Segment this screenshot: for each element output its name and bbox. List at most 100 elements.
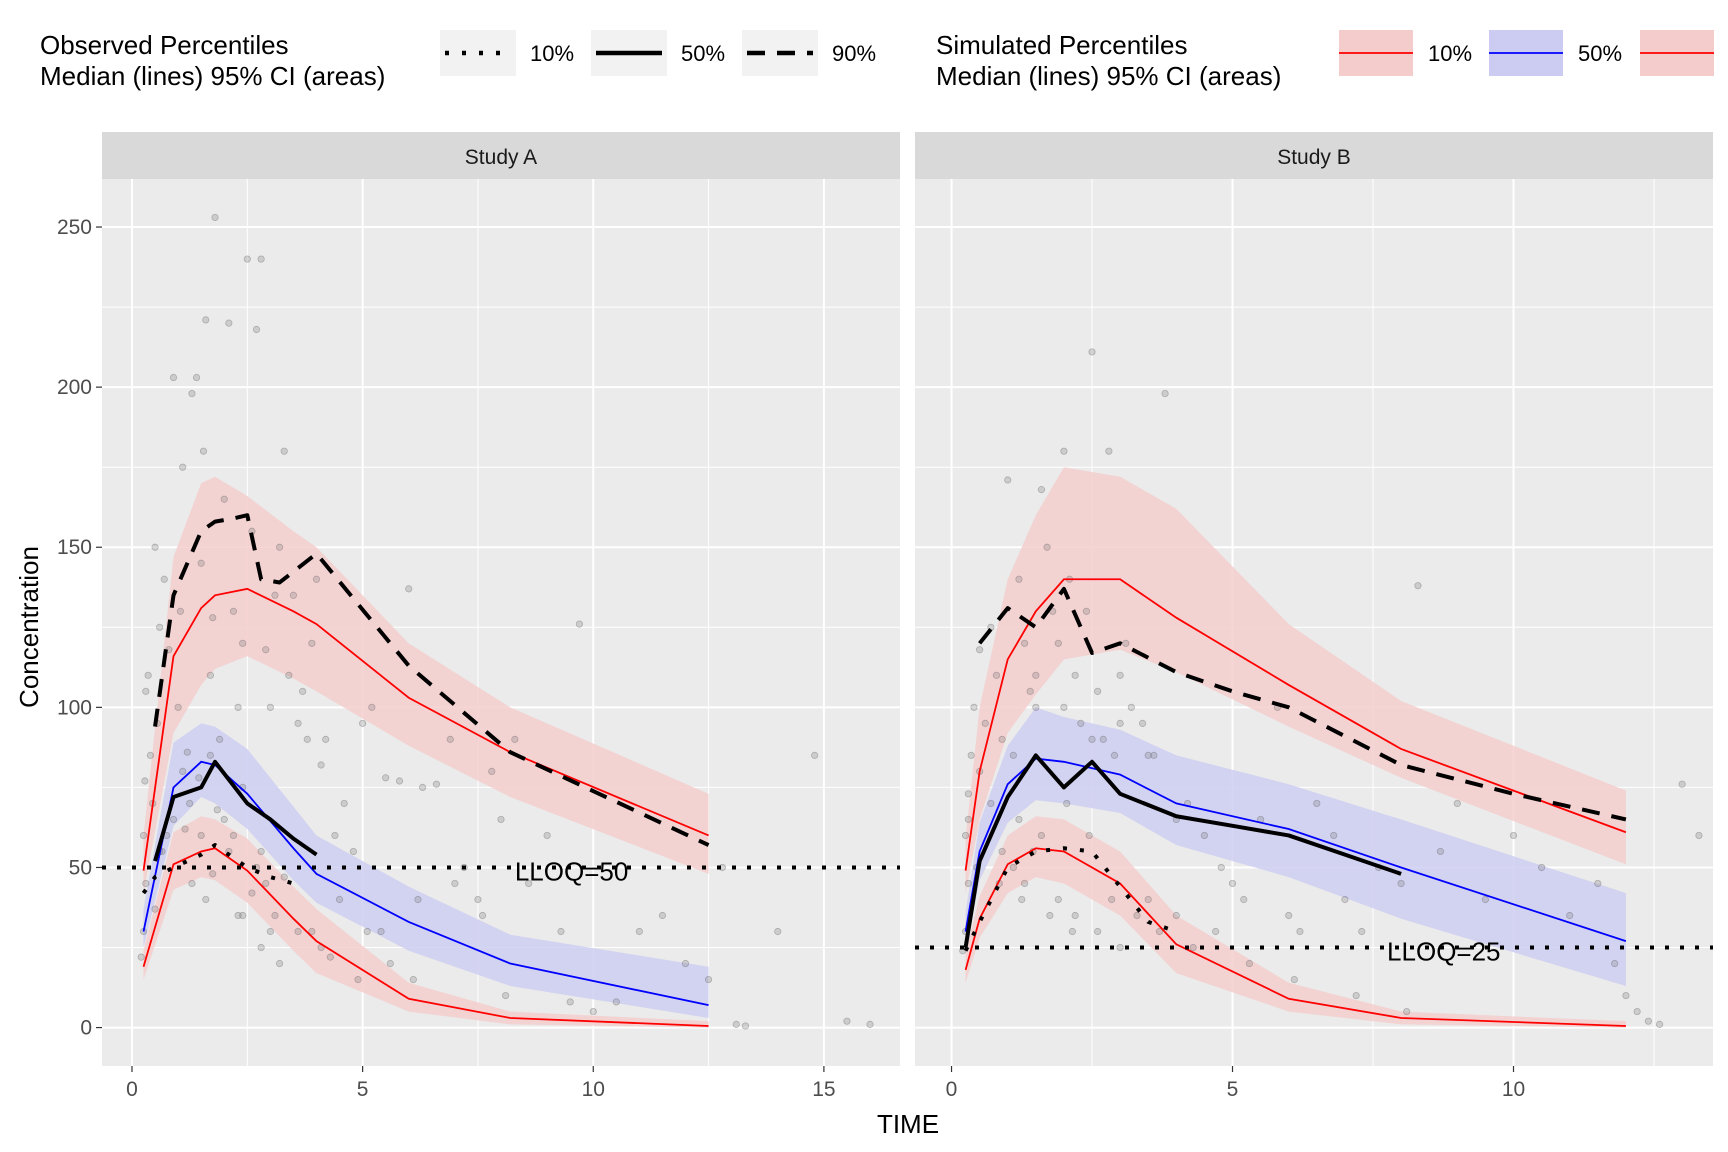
observed-point [741, 1022, 750, 1030]
observed-point [195, 774, 203, 782]
observed-point [308, 639, 316, 647]
strip-label-study-b: Study B [1277, 146, 1351, 169]
observed-point [964, 790, 972, 798]
observed-point [202, 895, 210, 904]
observed-point [998, 847, 1006, 856]
legend-observed: Observed Percentiles Median (lines) 95% … [40, 30, 876, 91]
observed-point [188, 879, 196, 888]
observed-point [1054, 895, 1062, 904]
observed-point [1144, 751, 1152, 759]
observed-point [1088, 348, 1096, 356]
observed-point [176, 607, 185, 615]
observed-point [418, 783, 427, 792]
observed-point [1622, 991, 1630, 1000]
y-axis-title: Concentration [14, 546, 44, 708]
observed-point [1054, 639, 1062, 647]
observed-point [275, 959, 284, 968]
observed-point [1063, 799, 1071, 808]
observed-point [612, 998, 620, 1006]
observed-point [382, 774, 390, 782]
y-tick-label: 250 [57, 216, 92, 239]
observed-point [681, 959, 690, 968]
observed-point [1110, 751, 1119, 759]
observed-point [774, 927, 782, 936]
observed-point [566, 998, 574, 1006]
legend-simulated-key-10 [1339, 30, 1413, 76]
observed-point [144, 671, 152, 679]
observed-point [299, 687, 307, 695]
legend-simulated-title-line2: Median (lines) 95% CI (areas) [936, 61, 1281, 91]
observed-point [331, 831, 339, 840]
observed-point [1015, 815, 1023, 824]
observed-point [998, 735, 1006, 743]
x-tick-label: 10 [1502, 1078, 1525, 1101]
observed-point [156, 623, 164, 631]
obs-p50-line [153, 759, 318, 862]
observed-point [1088, 735, 1096, 743]
legend-observed-title-line1: Observed Percentiles [40, 30, 289, 60]
observed-point [139, 831, 148, 840]
obs-p10-line [963, 846, 1177, 952]
observed-point [635, 927, 643, 936]
observed-point [1116, 719, 1124, 727]
observed-point [1358, 927, 1366, 936]
observed-point [1155, 927, 1164, 936]
observed-point [1217, 863, 1225, 872]
legend-simulated: Simulated Percentiles Median (lines) 95%… [936, 30, 1714, 91]
observed-point [285, 671, 293, 679]
observed-point [1009, 863, 1017, 872]
observed-point [257, 847, 265, 856]
legend-observed-label-90: 90% [832, 41, 876, 66]
observed-point [257, 255, 265, 263]
observed-point [405, 585, 413, 593]
observed-point [1122, 639, 1130, 647]
observed-point [1099, 735, 1107, 743]
observed-point [1436, 847, 1445, 856]
strip-label-study-a: Study A [465, 146, 537, 169]
observed-point [206, 751, 214, 759]
y-tick-label: 50 [69, 856, 92, 879]
observed-point [280, 447, 288, 455]
observed-point [234, 911, 242, 920]
observed-point [1453, 799, 1461, 808]
observed-point [1043, 543, 1051, 551]
observed-point [1296, 927, 1304, 936]
legend-observed-label-10: 10% [530, 41, 574, 66]
observed-point [446, 735, 454, 743]
observed-point [368, 703, 376, 711]
observed-point [1290, 975, 1298, 984]
legend-observed-key-50 [591, 30, 667, 76]
observed-point [213, 806, 221, 814]
sim-p10-ci-ribbon [143, 816, 709, 1028]
observed-point [1695, 831, 1703, 840]
observed-point [312, 575, 321, 583]
observed-point [340, 799, 348, 808]
x-tick-label: 0 [126, 1078, 138, 1101]
observed-point [1481, 895, 1490, 904]
sim-p10-ci-ribbon [965, 816, 1626, 1028]
observed-point [335, 895, 344, 904]
observed-point [169, 373, 178, 382]
observed-point [964, 815, 972, 824]
strip-study-b [915, 132, 1713, 179]
observed-point [262, 646, 270, 654]
observed-point [386, 959, 394, 968]
observed-point [1138, 719, 1147, 727]
observed-point [395, 777, 404, 785]
observed-point [658, 911, 667, 920]
observed-point [1509, 831, 1518, 840]
observed-point [1085, 831, 1093, 840]
lloq-label: LLOQ=25 [1387, 936, 1500, 966]
observed-point [976, 646, 984, 654]
observed-point [1200, 831, 1209, 840]
legend-simulated-key-90 [1640, 30, 1714, 76]
observed-point [474, 895, 482, 904]
observed-point [866, 1020, 874, 1028]
observed-point [359, 719, 367, 727]
obs-p90-line [153, 513, 710, 847]
observed-point [186, 799, 194, 808]
observed-point [262, 879, 270, 888]
observed-point [234, 703, 242, 711]
observed-point [497, 815, 505, 824]
observed-point [1144, 895, 1152, 904]
